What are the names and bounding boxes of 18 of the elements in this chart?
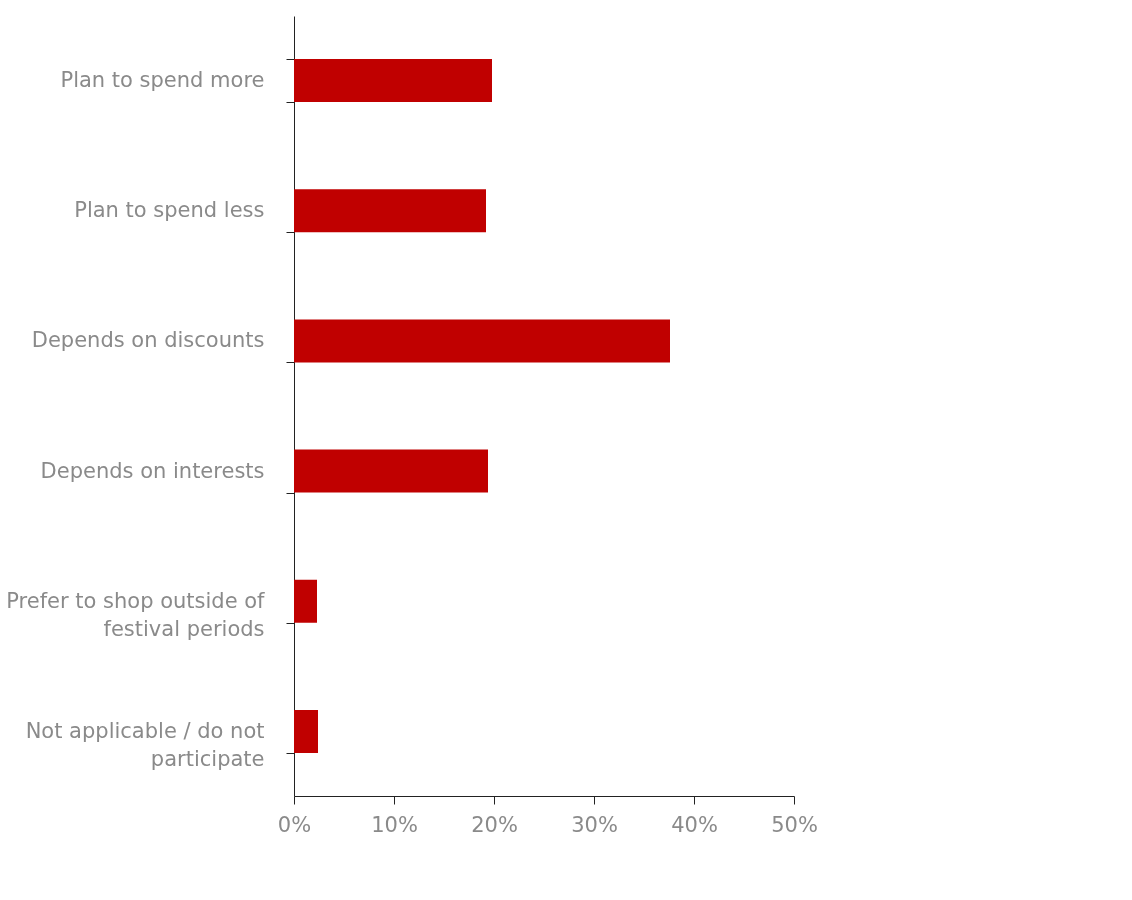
y-tick-label: Not applicable / do not participate xyxy=(25,719,265,772)
x-tick-label: 0% xyxy=(277,812,312,837)
x-tick-label: 40% xyxy=(671,812,718,837)
bar xyxy=(294,319,670,363)
y-tick-label: Prefer to shop outside of festival periods xyxy=(6,588,266,641)
x-tick-label: 10% xyxy=(371,812,418,837)
bar xyxy=(294,710,318,754)
bar xyxy=(294,189,486,233)
x-tick-label: 20% xyxy=(471,812,518,837)
bar xyxy=(294,58,492,102)
y-tick-label: Depends on discounts xyxy=(31,328,265,353)
x-tick-label: 50% xyxy=(771,812,818,837)
bar xyxy=(294,449,488,493)
y-tick-label: Plan to spend less xyxy=(74,198,265,223)
x-tick-label: 30% xyxy=(571,812,618,837)
y-tick-label: Depends on interests xyxy=(40,458,265,483)
y-tick-label: Plan to spend more xyxy=(60,67,265,92)
bar xyxy=(294,579,317,623)
